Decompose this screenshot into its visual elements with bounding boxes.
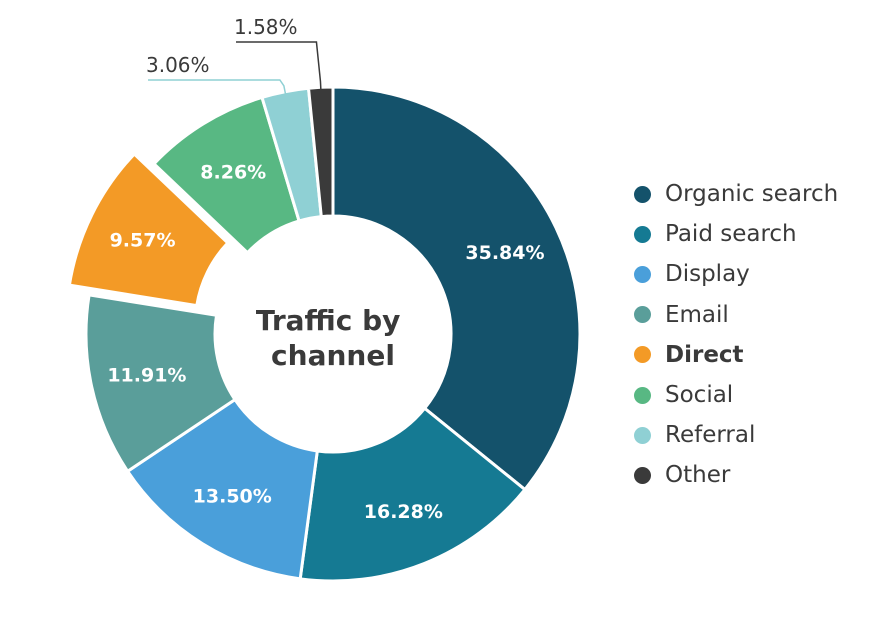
legend-swatch-paid-search — [634, 225, 651, 243]
legend-item-organic-search: Organic search — [634, 174, 838, 214]
slice-label-paid-search: 16.28% — [364, 501, 443, 523]
legend-label-other: Other — [665, 462, 731, 489]
legend-swatch-social — [634, 386, 651, 404]
legend-label-email: Email — [665, 301, 729, 328]
legend: Organic search Paid search Display Email Dir… — [634, 174, 838, 496]
slice-paid-search — [298, 406, 528, 583]
slice-label-other: 1.58% — [234, 15, 298, 39]
slice-label-referral: 3.06% — [146, 53, 210, 77]
slice-labels: 35.84% 16.28% 13.50% 11.91% 9.57% 8.26% 3.06% 1… — [107, 15, 544, 523]
slices-layer — [67, 85, 582, 583]
legend-label-display: Display — [665, 261, 750, 288]
legend-label-direct: Direct — [665, 341, 744, 368]
slice-organic-search — [331, 85, 582, 492]
leader-line-other — [236, 41, 322, 90]
legend-item-display: Display — [634, 254, 838, 294]
chart-title-line-2: channel — [271, 339, 395, 372]
legend-swatch-email — [634, 306, 651, 324]
legend-item-email: Email — [634, 295, 838, 335]
legend-item-other: Other — [634, 455, 838, 495]
slice-label-direct: 9.57% — [110, 230, 176, 252]
leader-line-referral — [148, 79, 287, 94]
chart-title-line-1: Traffic by — [256, 304, 401, 337]
legend-swatch-referral — [634, 426, 651, 444]
slice-email — [84, 293, 237, 474]
slice-label-email: 11.91% — [107, 365, 186, 387]
legend-item-direct: Direct — [634, 335, 838, 375]
slice-direct — [67, 151, 230, 308]
legend-swatch-display — [634, 265, 651, 283]
legend-item-paid-search: Paid search — [634, 214, 838, 254]
legend-item-referral: Referral — [634, 415, 838, 455]
legend-label-referral: Referral — [665, 422, 756, 449]
legend-swatch-other — [634, 466, 651, 484]
leader-lines — [148, 41, 322, 94]
legend-item-social: Social — [634, 375, 838, 415]
legend-swatch-direct — [634, 346, 651, 364]
chart-title: Traffic by channel — [256, 304, 410, 372]
slice-label-social: 8.26% — [200, 162, 266, 184]
legend-label-social: Social — [665, 382, 734, 409]
slice-other — [306, 85, 335, 219]
legend-label-paid-search: Paid search — [665, 221, 797, 248]
slice-label-organic-search: 35.84% — [465, 242, 544, 264]
legend-swatch-organic-search — [634, 185, 651, 203]
slice-label-display: 13.50% — [193, 486, 272, 508]
legend-label-organic-search: Organic search — [665, 181, 839, 208]
